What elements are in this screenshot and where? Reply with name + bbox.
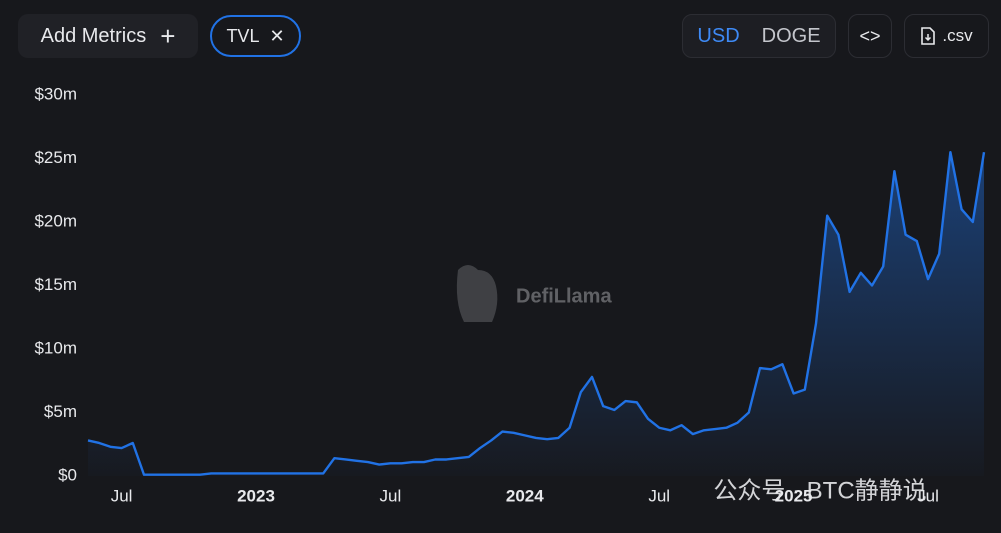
- y-tick-label: $25m: [34, 148, 77, 167]
- currency-option[interactable]: USD: [697, 24, 740, 47]
- line: [87, 150, 986, 476]
- metric-label: TVL: [226, 25, 260, 46]
- y-tick-label: $5m: [44, 402, 77, 421]
- csv-button[interactable]: .csv: [904, 14, 989, 58]
- x-tick-label: 2024: [506, 486, 544, 505]
- x-tick-label: 2025: [775, 486, 813, 505]
- y-tick-label: $0: [58, 465, 77, 484]
- area: [88, 152, 984, 476]
- button-label: Add Metrics: [40, 24, 147, 47]
- button-label: .csv: [942, 26, 973, 45]
- x-tick-label: 2023: [237, 486, 275, 505]
- embed-button[interactable]: <>: [848, 14, 892, 58]
- currency-option[interactable]: DOGE: [761, 24, 821, 47]
- metric-pill[interactable]: TVL ✕: [210, 15, 301, 57]
- x-tick-label: Jul: [380, 486, 402, 505]
- x-tick-label: Jul: [917, 486, 939, 505]
- add-metrics-button[interactable]: Add Metrics +: [18, 14, 198, 58]
- channel-watermark: 公众号 · BTC静静说: [713, 477, 926, 504]
- y-tick-label: $15m: [34, 275, 77, 294]
- file-icon: [921, 27, 936, 45]
- plus-icon: +: [160, 20, 176, 51]
- currency-toggle: USD DOGE: [682, 14, 836, 58]
- y-tick-label: $30m: [34, 84, 77, 103]
- x-tick-label: Jul: [111, 486, 133, 505]
- y-tick-label: $10m: [34, 338, 77, 357]
- y-tick-label: $20m: [34, 211, 77, 230]
- close-icon[interactable]: ✕: [269, 25, 285, 46]
- x-tick-label: Jul: [648, 486, 670, 505]
- brand-watermark: DefiLlama: [456, 265, 612, 322]
- brand-text: DefiLlama: [516, 285, 612, 307]
